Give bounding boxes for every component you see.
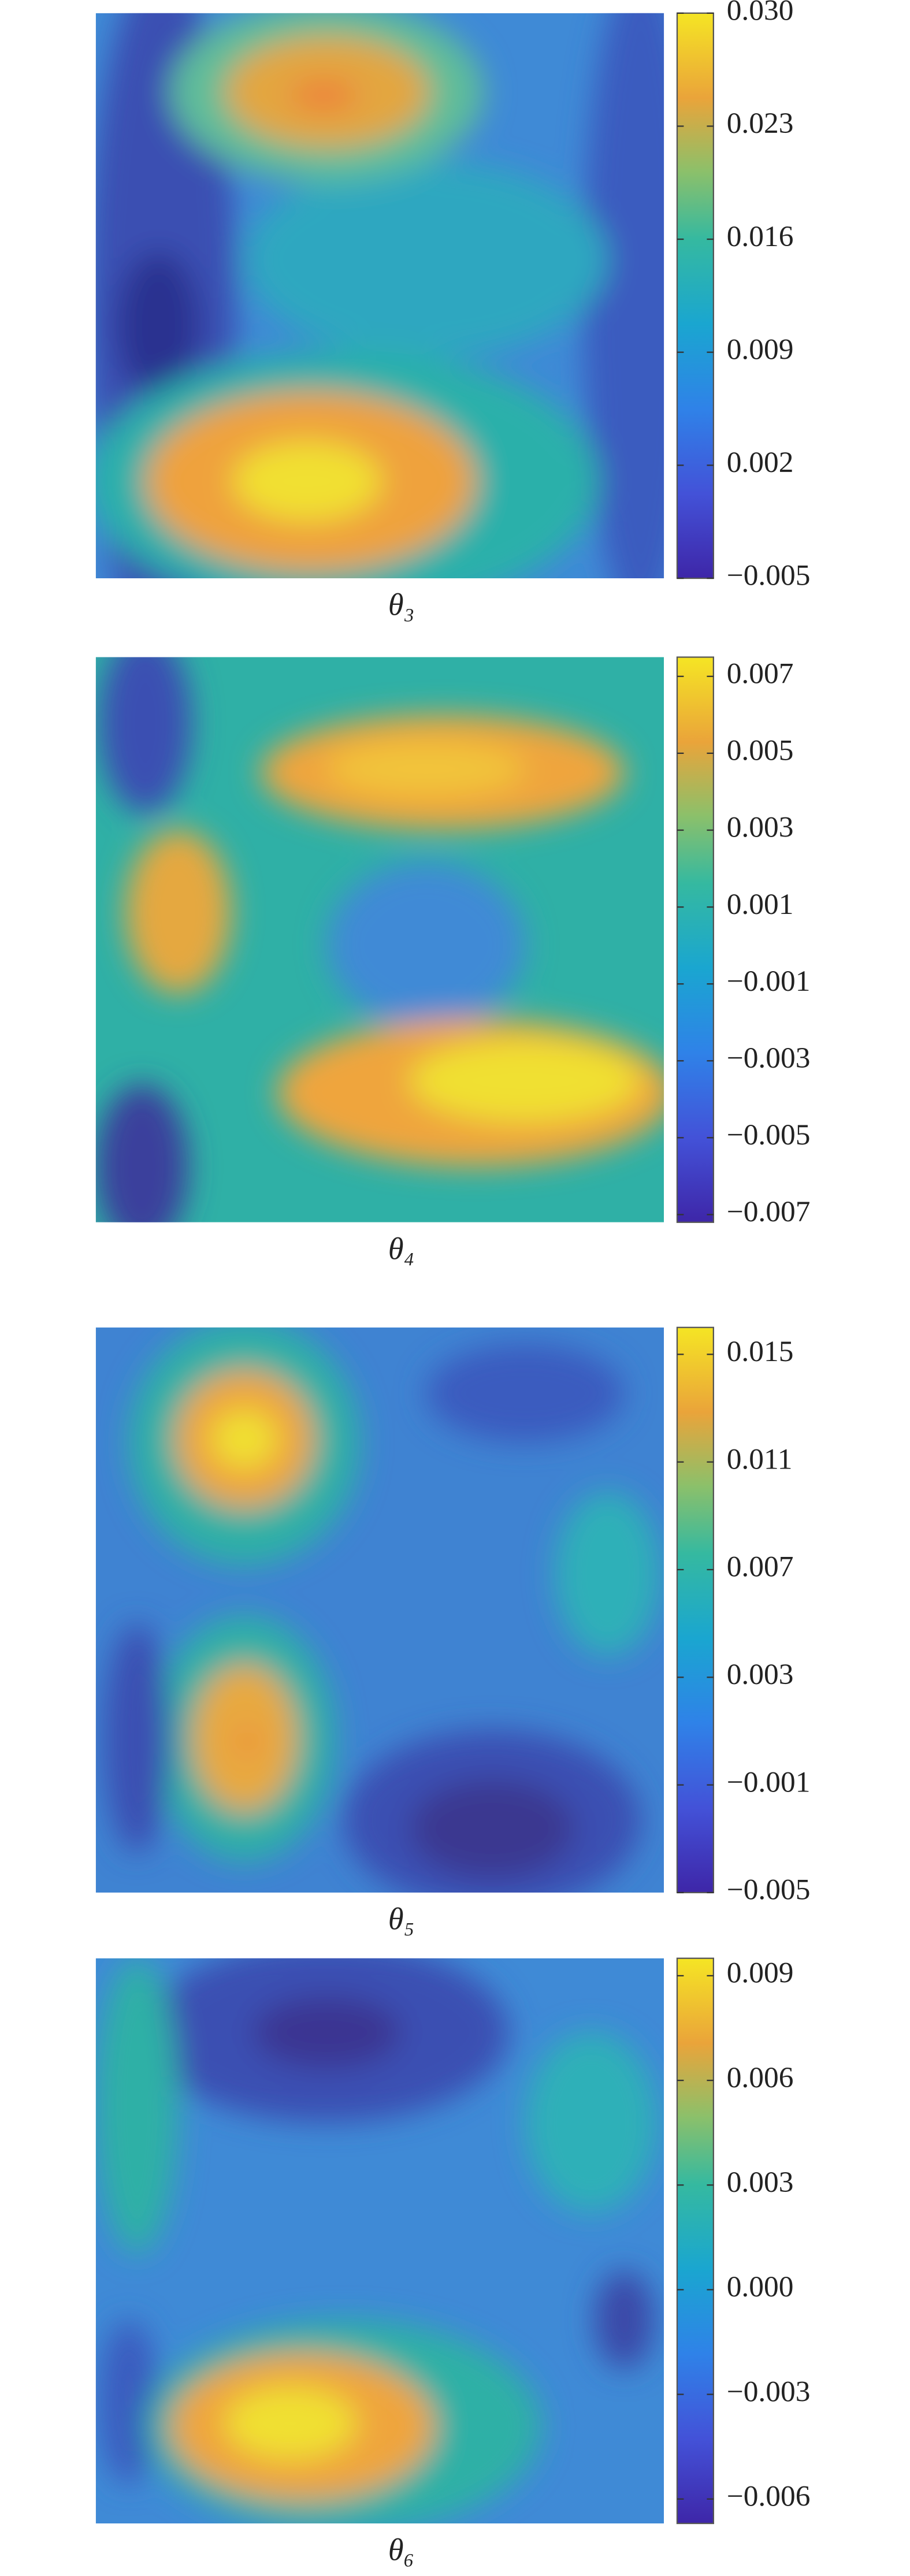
contour-field bbox=[95, 1327, 664, 1893]
contour-panel: −0.007 −0.005 −0.003 −0.001 0.001 0.003 0.005 0… bbox=[95, 656, 811, 1266]
colorbar-tick-label: 0.003 bbox=[727, 1658, 794, 1691]
colorbar bbox=[676, 1957, 714, 2525]
colorbar-tick-label: −0.001 bbox=[727, 965, 811, 998]
colorbar-tick-label: −0.005 bbox=[727, 559, 811, 592]
colorbar-tick-label: −0.006 bbox=[727, 2480, 811, 2513]
colorbar-tick-label: 0.007 bbox=[727, 657, 794, 690]
colorbar-tick-label: 0.005 bbox=[727, 734, 794, 767]
contour-region bbox=[244, 161, 608, 358]
contour-region bbox=[117, 251, 200, 400]
contour-region bbox=[99, 2319, 159, 2484]
colorbar-tick-label: −0.003 bbox=[727, 1042, 811, 1075]
field-regions bbox=[104, 1327, 661, 1893]
x-axis-label: θ₆ bbox=[388, 2533, 415, 2567]
x-axis-label: θ₄ bbox=[388, 1231, 415, 1266]
colorbar-tick-label: 0.006 bbox=[727, 2061, 794, 2094]
contour-region bbox=[224, 2387, 357, 2460]
contour-region bbox=[104, 1623, 170, 1853]
field-regions bbox=[95, 13, 664, 578]
colorbar bbox=[676, 1326, 714, 1894]
contour-region bbox=[326, 742, 525, 796]
contour-region bbox=[252, 1996, 402, 2069]
contour-region bbox=[211, 1409, 278, 1469]
colorbar-tick-label: 0.007 bbox=[727, 1551, 794, 1583]
contour-panel: −0.006 −0.003 0.000 0.003 0.006 0.009 θ₆ bbox=[95, 1957, 811, 2567]
colorbar-tick-label: 0.009 bbox=[727, 1957, 794, 1990]
colorbar-tick-label: −0.005 bbox=[727, 1874, 811, 1906]
colorbar-tick-label: 0.000 bbox=[727, 2270, 794, 2303]
colorbar-tick-label: 0.011 bbox=[727, 1443, 793, 1476]
colorbar-tick-label: −0.003 bbox=[727, 2375, 811, 2408]
contour-region bbox=[95, 1084, 188, 1222]
colorbar-tick-label: −0.007 bbox=[727, 1195, 811, 1228]
colorbar-tick-label: −0.001 bbox=[727, 1766, 811, 1799]
contour-region bbox=[409, 1040, 641, 1122]
colorbar-tick-label: 0.030 bbox=[727, 0, 794, 27]
contour-region bbox=[326, 862, 525, 1027]
colorbar-tick-label: 0.023 bbox=[727, 107, 794, 140]
colorbar bbox=[676, 656, 714, 1223]
field-regions bbox=[95, 657, 664, 1222]
contour-region bbox=[237, 1728, 258, 1755]
contour-field bbox=[95, 657, 664, 1222]
contour-region bbox=[583, 13, 664, 578]
contour-region bbox=[99, 657, 192, 813]
colorbar-tick-label: 0.003 bbox=[727, 811, 794, 844]
contour-region bbox=[233, 441, 382, 521]
contour-panel: −0.005 −0.001 0.003 0.007 0.011 0.015 θ₅ bbox=[95, 1326, 811, 1936]
contour-region bbox=[555, 1492, 661, 1656]
contour-panel: −0.005 0.002 0.009 0.016 0.023 0.030 θ₃ bbox=[95, 0, 811, 622]
contour-region bbox=[595, 2270, 654, 2369]
colorbar-tick-label: 0.003 bbox=[727, 2166, 794, 2199]
contour-region bbox=[525, 2032, 658, 2213]
colorbar-tick-label: 0.015 bbox=[727, 1335, 794, 1368]
colorbar-tick-label: 0.002 bbox=[727, 446, 794, 479]
contour-region bbox=[291, 82, 357, 109]
contour-region bbox=[95, 1958, 179, 2254]
x-axis-label: θ₅ bbox=[388, 1902, 415, 1936]
colorbar-tick-label: 0.016 bbox=[727, 220, 794, 253]
contour-field bbox=[95, 13, 664, 578]
colorbar-tick-label: 0.009 bbox=[727, 333, 794, 366]
colorbar-tick-label: −0.005 bbox=[727, 1118, 811, 1151]
contour-region bbox=[125, 830, 232, 994]
colorbar-tick-label: 0.001 bbox=[727, 888, 794, 921]
contour-field bbox=[95, 1958, 664, 2523]
colorbar bbox=[676, 12, 714, 579]
field-regions bbox=[95, 1958, 658, 2523]
x-axis-label: θ₃ bbox=[388, 588, 415, 622]
contour-region bbox=[409, 1779, 575, 1878]
contour-region bbox=[426, 1344, 625, 1443]
